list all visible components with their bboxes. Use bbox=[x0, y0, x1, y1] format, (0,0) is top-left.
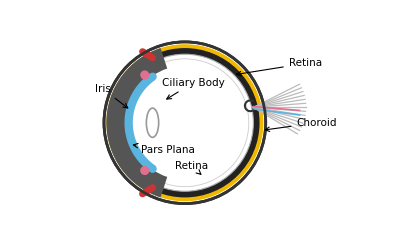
Circle shape bbox=[110, 48, 259, 198]
Text: Retina: Retina bbox=[175, 161, 208, 174]
Text: Retina: Retina bbox=[237, 59, 322, 76]
Circle shape bbox=[141, 71, 149, 79]
Text: Choroid: Choroid bbox=[265, 118, 337, 132]
Circle shape bbox=[116, 54, 253, 191]
Circle shape bbox=[107, 44, 263, 201]
Wedge shape bbox=[107, 48, 167, 198]
Text: Ciliary Body: Ciliary Body bbox=[162, 78, 224, 99]
Circle shape bbox=[104, 42, 266, 204]
Circle shape bbox=[141, 167, 149, 174]
Text: Iris: Iris bbox=[95, 84, 128, 108]
Ellipse shape bbox=[146, 108, 159, 137]
Text: Pars Plana: Pars Plana bbox=[133, 144, 195, 156]
